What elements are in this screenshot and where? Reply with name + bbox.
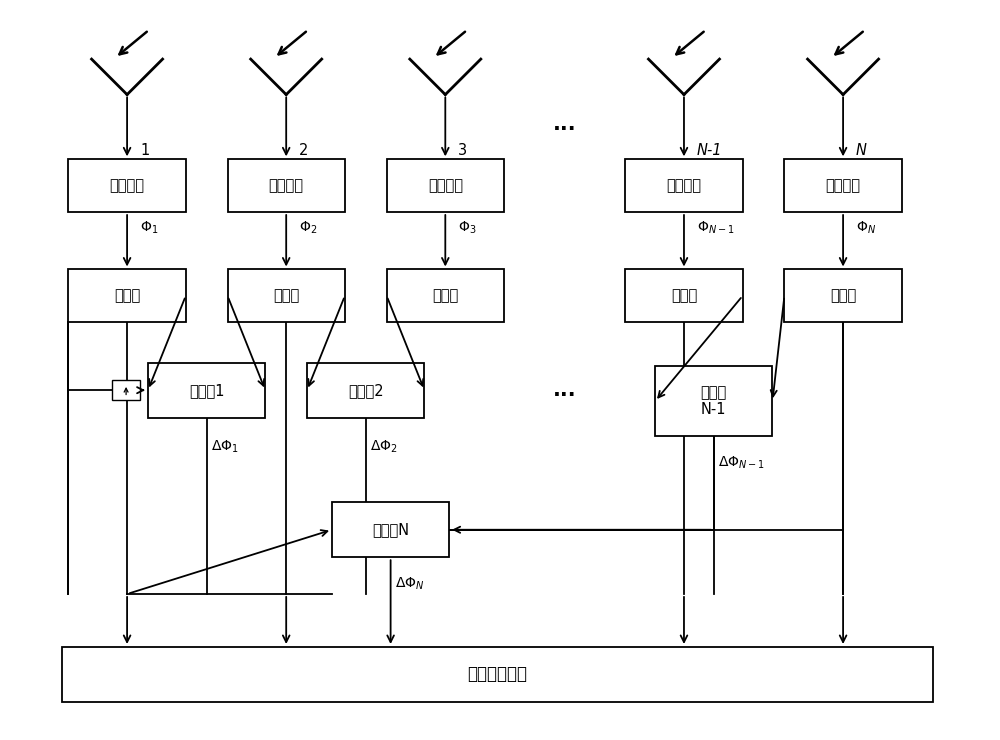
Text: $\Delta\Phi_N$: $\Delta\Phi_N$	[395, 576, 424, 592]
Text: $\Phi_N$: $\Phi_N$	[856, 220, 876, 237]
FancyBboxPatch shape	[625, 159, 743, 212]
FancyBboxPatch shape	[62, 647, 933, 702]
Text: $\Phi_{N-1}$: $\Phi_{N-1}$	[697, 220, 734, 237]
Text: 鉴相器2: 鉴相器2	[348, 383, 384, 397]
Text: 射频前端: 射频前端	[666, 178, 701, 193]
FancyBboxPatch shape	[112, 380, 140, 400]
Text: 3: 3	[458, 143, 467, 158]
FancyBboxPatch shape	[655, 366, 772, 436]
FancyBboxPatch shape	[68, 269, 186, 322]
FancyBboxPatch shape	[784, 269, 902, 322]
Text: $\Phi_3$: $\Phi_3$	[458, 220, 477, 237]
Text: 功分器: 功分器	[432, 289, 458, 303]
FancyBboxPatch shape	[307, 363, 424, 418]
Text: 射频前端: 射频前端	[826, 178, 861, 193]
Text: $\Delta\Phi_2$: $\Delta\Phi_2$	[370, 438, 397, 454]
FancyBboxPatch shape	[228, 159, 345, 212]
Text: ...: ...	[553, 380, 576, 400]
Text: 2: 2	[299, 143, 308, 158]
FancyBboxPatch shape	[625, 269, 743, 322]
Text: $\Delta\Phi_{N-1}$: $\Delta\Phi_{N-1}$	[718, 454, 765, 471]
FancyBboxPatch shape	[148, 363, 265, 418]
Text: 功分器: 功分器	[273, 289, 299, 303]
FancyBboxPatch shape	[387, 159, 504, 212]
Text: $\Delta\Phi_1$: $\Delta\Phi_1$	[211, 438, 238, 454]
Text: N: N	[856, 143, 867, 158]
Text: 射频前端: 射频前端	[269, 178, 304, 193]
Text: $\Phi_1$: $\Phi_1$	[140, 220, 158, 237]
FancyBboxPatch shape	[784, 159, 902, 212]
Text: 射频前端: 射频前端	[428, 178, 463, 193]
Text: 功分器: 功分器	[114, 289, 140, 303]
Text: N-1: N-1	[697, 143, 722, 158]
Text: ...: ...	[553, 114, 576, 134]
FancyBboxPatch shape	[228, 269, 345, 322]
Text: 功分器: 功分器	[671, 289, 697, 303]
Text: 鉴相器1: 鉴相器1	[189, 383, 224, 397]
Text: $\Phi_2$: $\Phi_2$	[299, 220, 317, 237]
Text: 功分器: 功分器	[830, 289, 856, 303]
FancyBboxPatch shape	[387, 269, 504, 322]
Text: 鉴相器
N-1: 鉴相器 N-1	[701, 385, 727, 417]
Text: 信号处理模块: 信号处理模块	[468, 665, 528, 684]
Text: 鉴相器N: 鉴相器N	[372, 522, 409, 537]
Text: 射频前端: 射频前端	[110, 178, 145, 193]
FancyBboxPatch shape	[332, 502, 449, 557]
FancyBboxPatch shape	[68, 159, 186, 212]
Text: 1: 1	[140, 143, 149, 158]
